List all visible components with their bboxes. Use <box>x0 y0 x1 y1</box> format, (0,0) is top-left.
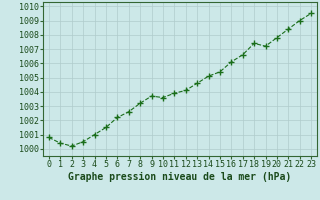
X-axis label: Graphe pression niveau de la mer (hPa): Graphe pression niveau de la mer (hPa) <box>68 172 292 182</box>
